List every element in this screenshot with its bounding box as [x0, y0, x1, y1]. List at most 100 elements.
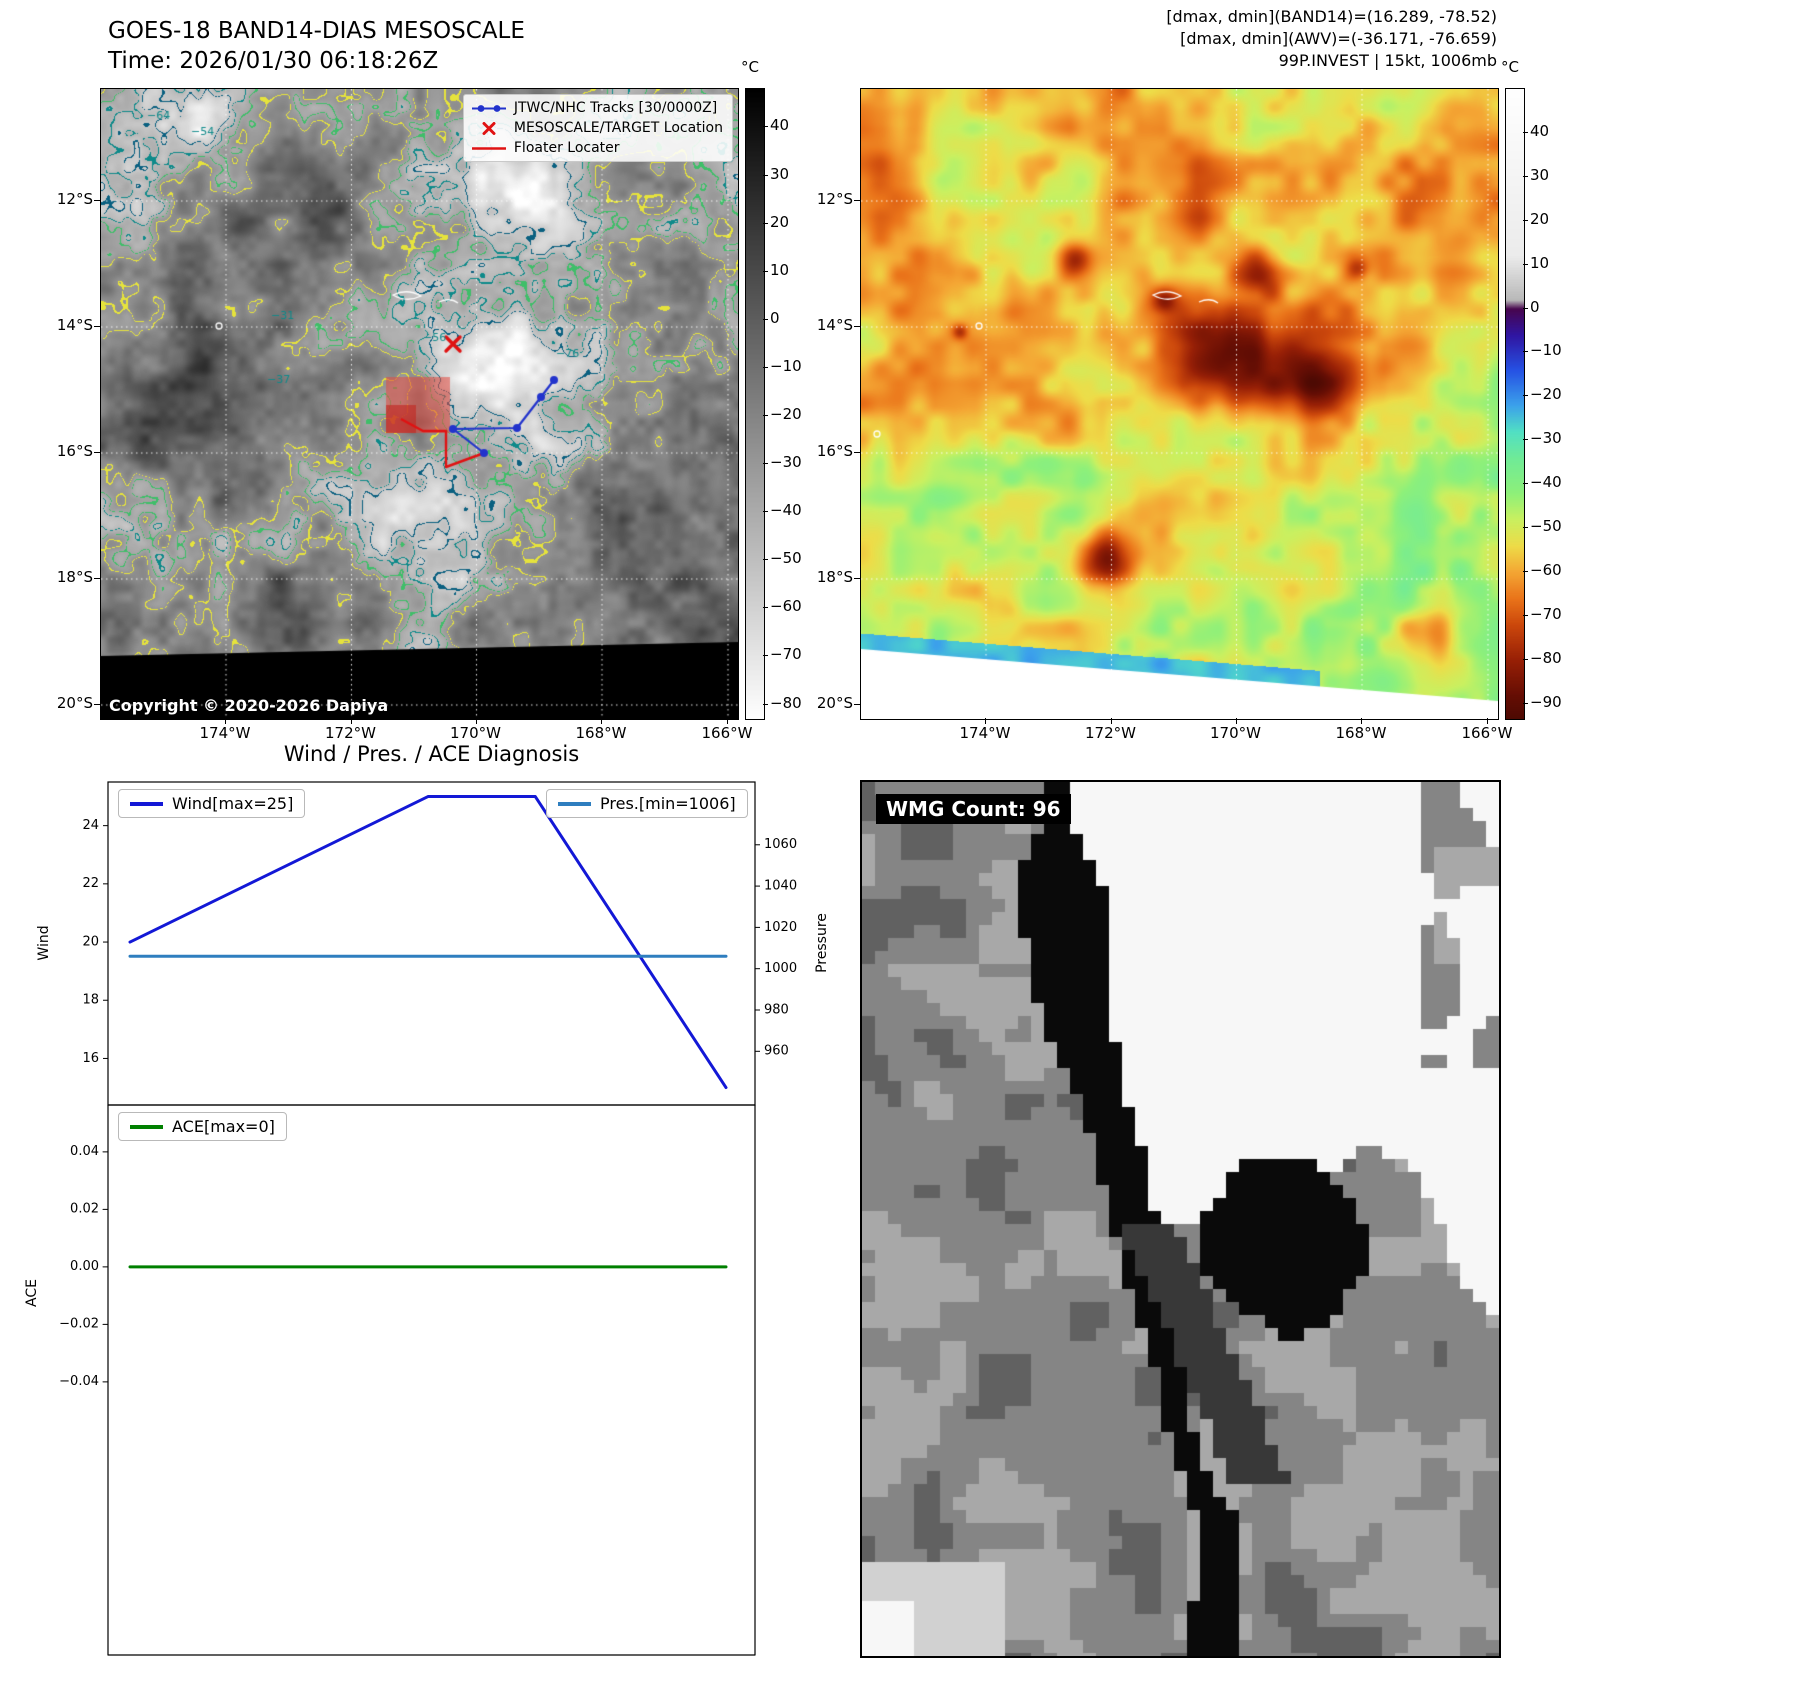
band14-map-panel: JTWC/NHC Tracks [30/0000Z] MESOSCALE/TARG…	[100, 88, 739, 720]
pressure-line-swatch	[558, 801, 591, 806]
wind-legend: Wind[max=25]	[118, 789, 306, 818]
colorbar-tick-label: 0	[1530, 297, 1540, 316]
lat-tick-label: 16°S	[56, 442, 93, 460]
colorbar-tick-label: −20	[770, 405, 802, 424]
lat-tick-mark	[94, 704, 100, 705]
colorbar-tick-label: −30	[770, 453, 802, 472]
wmg-count-label: WMG Count: 96	[876, 794, 1071, 824]
lon-tick-label: 168°W	[575, 724, 627, 742]
lon-tick-label: 174°W	[199, 724, 251, 742]
wind-line-swatch	[130, 801, 163, 806]
awv-map-panel	[860, 88, 1499, 720]
ace-line-swatch	[130, 1124, 163, 1129]
colorbar-tick-mark	[1523, 527, 1528, 529]
colorbar-tick-mark	[1523, 439, 1528, 441]
colorbar-tick-mark	[763, 126, 768, 128]
map-legend-item: JTWC/NHC Tracks [30/0000Z]	[471, 100, 723, 116]
stats-invest-status: 99P.INVEST | 15kt, 1006mb	[1278, 51, 1497, 70]
colorbar-tick-mark	[763, 607, 768, 609]
colorbar-tick-mark	[1523, 219, 1528, 221]
colorbar-tick-label: 20	[770, 212, 790, 231]
band14-colorbar	[745, 88, 765, 720]
lon-tick-label: 166°W	[701, 724, 753, 742]
stats-block: [dmax, dmin](BAND14)=(16.289, -78.52) [d…	[997, 6, 1497, 72]
lat-tick-mark	[854, 326, 860, 327]
lon-tick-label: 170°W	[450, 724, 501, 742]
colorbar-tick-label: −80	[770, 693, 802, 712]
colorbar-tick-mark	[763, 174, 768, 176]
copyright-text: Copyright © 2020-2026 Dapiya	[109, 696, 389, 715]
lon-tick-mark	[601, 718, 602, 724]
lat-tick-mark	[94, 200, 100, 201]
lon-tick-label: 172°W	[325, 724, 376, 742]
colorbar-tick-mark	[1523, 702, 1528, 704]
colorbar-tick-label: −70	[770, 645, 802, 664]
awv-colorbar-unit: °C	[1501, 58, 1519, 76]
map-legend-label: Floater Locater	[513, 140, 620, 156]
colorbar-tick-mark	[1523, 351, 1528, 353]
lon-tick-mark	[475, 718, 477, 724]
lon-tick-mark	[350, 718, 352, 724]
map-legend: JTWC/NHC Tracks [30/0000Z] MESOSCALE/TARG…	[462, 94, 733, 162]
colorbar-tick-mark	[1523, 307, 1528, 309]
lon-tick-label: 174°W	[959, 724, 1011, 742]
colorbar-tick-mark	[1523, 658, 1528, 660]
stats-awv-range: [dmax, dmin](AWV)=(-36.171, -76.659)	[1180, 29, 1497, 48]
lon-tick-label: 170°W	[1210, 724, 1261, 742]
wind-axis-label: Wind	[36, 925, 52, 961]
colorbar-tick-label: −60	[770, 597, 802, 616]
colorbar-tick-label: 40	[1530, 121, 1550, 140]
awv-satellite-image	[861, 89, 1498, 719]
lat-tick-label: 14°S	[816, 316, 853, 334]
floater-line-icon	[471, 142, 507, 155]
target-x-icon	[471, 121, 507, 135]
colorbar-tick-mark	[763, 655, 768, 657]
lat-tick-label: 20°S	[816, 694, 853, 712]
lat-tick-mark	[854, 452, 860, 453]
map-legend-item: MESOSCALE/TARGET Location	[471, 120, 723, 136]
colorbar-tick-label: 30	[1530, 165, 1550, 184]
map-legend-item: Floater Locater	[471, 140, 723, 156]
colorbar-tick-mark	[763, 222, 768, 224]
colorbar-tick-label: −20	[1530, 385, 1562, 404]
colorbar-tick-mark	[763, 511, 768, 513]
colorbar-tick-label: 10	[770, 260, 790, 279]
pressure-legend-label: Pres.[min=1006]	[600, 794, 736, 813]
lat-tick-label: 18°S	[56, 568, 93, 586]
band14-colorbar-unit: °C	[741, 58, 759, 76]
colorbar-tick-mark	[763, 270, 768, 272]
colorbar-tick-label: 10	[1530, 253, 1550, 272]
colorbar-tick-label: −50	[1530, 517, 1562, 536]
lat-tick-mark	[854, 704, 860, 705]
colorbar-tick-label: −70	[1530, 604, 1562, 623]
figure-title: GOES-18 BAND14-DIAS MESOSCALE	[108, 18, 525, 44]
lon-tick-mark	[225, 718, 226, 724]
lon-tick-label: 166°W	[1461, 724, 1513, 742]
wmg-pixel-image	[862, 782, 1499, 1656]
colorbar-tick-label: −40	[770, 501, 802, 520]
map-legend-label: JTWC/NHC Tracks [30/0000Z]	[513, 100, 718, 116]
colorbar-tick-label: −60	[1530, 560, 1562, 579]
colorbar-tick-mark	[763, 559, 768, 561]
lon-tick-mark	[727, 718, 728, 724]
lon-tick-mark	[1487, 718, 1488, 724]
chart-title: Wind / Pres. / ACE Diagnosis	[283, 742, 580, 766]
lon-tick-mark	[1110, 718, 1112, 724]
lon-tick-mark	[1235, 718, 1237, 724]
ace-legend: ACE[max=0]	[118, 1112, 287, 1141]
colorbar-tick-mark	[763, 366, 768, 368]
lon-tick-label: 168°W	[1335, 724, 1387, 742]
wmg-panel: WMG Count: 96	[860, 780, 1501, 1658]
colorbar-tick-label: 40	[770, 116, 790, 135]
lat-tick-label: 16°S	[816, 442, 853, 460]
figure-time: Time: 2026/01/30 06:18:26Z	[108, 48, 439, 74]
track-line-icon	[471, 102, 507, 115]
stats-band14-range: [dmax, dmin](BAND14)=(16.289, -78.52)	[1166, 7, 1497, 26]
lon-tick-mark	[985, 718, 986, 724]
lat-tick-mark	[854, 578, 860, 579]
colorbar-tick-label: −30	[1530, 429, 1562, 448]
lat-tick-label: 18°S	[816, 568, 853, 586]
colorbar-tick-label: −10	[1530, 341, 1562, 360]
pressure-axis-label: Pressure	[814, 913, 830, 973]
